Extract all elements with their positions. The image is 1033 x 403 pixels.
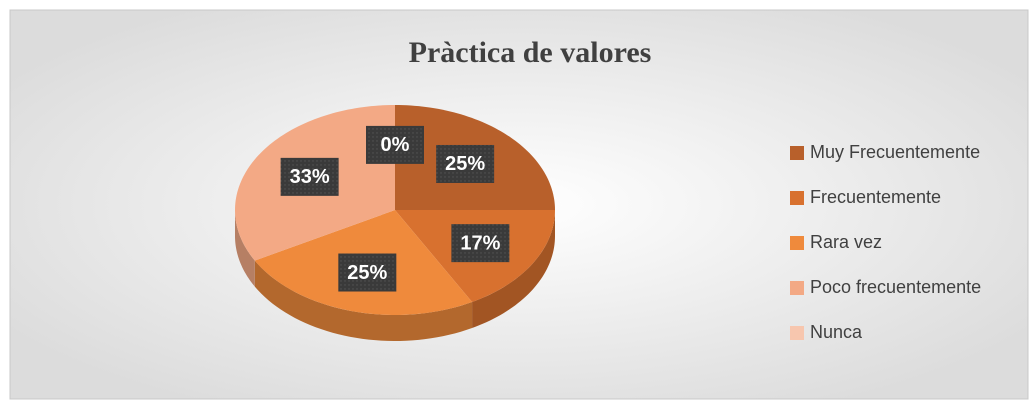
slice-side <box>472 210 555 329</box>
data-label-box <box>338 253 397 292</box>
legend-swatch <box>790 236 804 250</box>
legend-label: Rara vez <box>810 232 882 252</box>
data-label-box <box>280 157 339 196</box>
legend-swatch <box>790 146 804 160</box>
data-label: 25% <box>347 262 387 284</box>
data-label-box <box>436 144 495 183</box>
slice-side <box>235 210 255 287</box>
data-label-box <box>366 125 424 164</box>
data-label: 0% <box>381 134 410 156</box>
legend-label: Nunca <box>810 322 863 342</box>
legend-swatch <box>790 281 804 295</box>
legend-label: Muy Frecuentemente <box>810 142 980 162</box>
data-label-box <box>451 224 510 263</box>
data-labels: 25% 17% 25% 33% 0% <box>280 125 510 292</box>
legend-label: Frecuentemente <box>810 187 941 207</box>
data-label: 33% <box>290 166 330 188</box>
legend: Muy Frecuentemente Frecuentemente Rara vez… <box>790 142 981 342</box>
chart-title: Pràctica de valores <box>409 36 652 69</box>
legend-swatch <box>790 326 804 340</box>
data-label: 25% <box>445 153 485 175</box>
slice-side <box>254 260 473 341</box>
legend-label: Poco frecuentemente <box>810 277 981 297</box>
legend-swatch <box>790 191 804 205</box>
data-label: 17% <box>460 232 500 254</box>
